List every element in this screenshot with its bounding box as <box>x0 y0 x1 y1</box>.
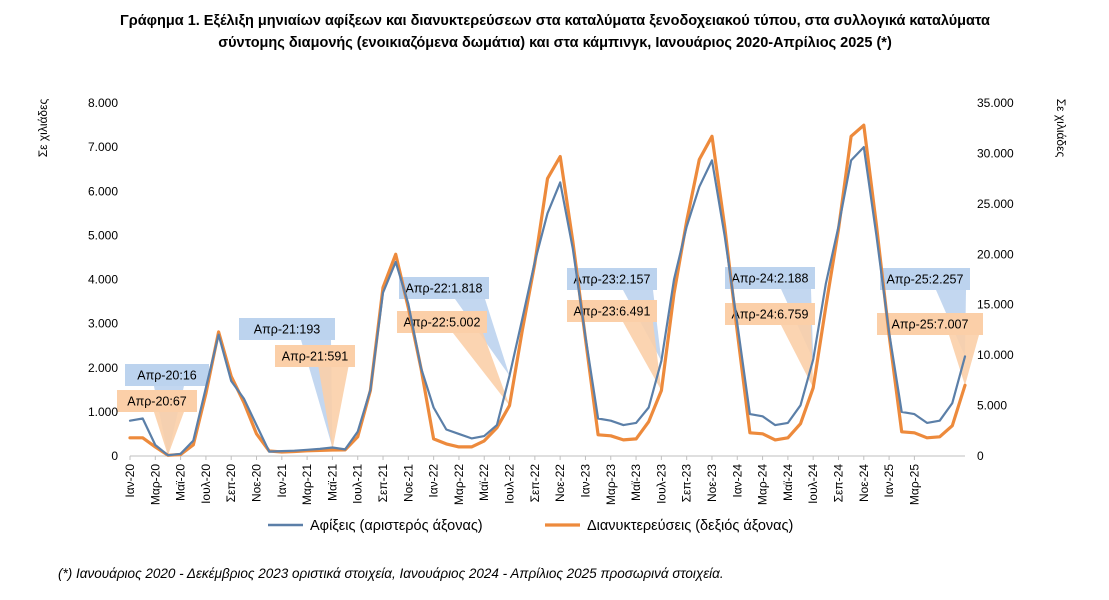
arrivals-callout-label: Απρ-20:16 <box>137 369 197 383</box>
arrivals-callout-box <box>725 267 815 289</box>
x-tick-label: Νοε-24 <box>857 464 871 502</box>
overnights-callout-box <box>877 313 983 335</box>
x-tick-label: Νοε-21 <box>401 464 415 502</box>
y-left-tick-label: 3.000 <box>88 317 118 331</box>
chart-title: Γράφημα 1. Εξέλιξη μηνιαίων αφίξεων και … <box>40 10 1070 54</box>
arrivals-callout-box <box>399 277 489 299</box>
arrivals-callout-box <box>567 268 657 290</box>
arrivals-callout-label: Απρ-22:1.818 <box>406 282 483 296</box>
y-right-axis-label: Σε χιλιάδες <box>1054 99 1068 158</box>
series-layer <box>128 123 967 457</box>
overnights-callout-pointer <box>781 325 814 388</box>
x-tick-label: Σεπ-21 <box>376 464 390 503</box>
x-tick-label: Νοε-22 <box>553 464 567 502</box>
x-tick-label: Σεπ-23 <box>680 464 694 503</box>
legend: Αφίξεις (αριστερός άξονας) Διανυκτερεύσει… <box>268 518 793 534</box>
axes-layer: 0 1.000 2.000 3.000 4.000 5.000 6.000 7.000 8.00… <box>36 96 1068 505</box>
arrivals-callout-label: Απρ-25:2.257 <box>887 273 964 287</box>
chart-title-line1: Γράφημα 1. Εξέλιξη μηνιαίων αφίξεων και … <box>120 13 990 29</box>
footnote: (*) Ιανουάριος 2020 - Δεκέμβριος 2023 ορ… <box>58 566 724 581</box>
arrivals-callout-box <box>125 364 209 386</box>
y-right-tick-label: 30.000 <box>977 146 1014 160</box>
overnights-callout-box <box>725 303 815 325</box>
x-tick-label: Ιουλ-20 <box>199 464 213 504</box>
overnights-callout-box <box>567 300 657 322</box>
y-right-tick-label: 20.000 <box>977 247 1014 261</box>
x-tick-label: Ιουλ-22 <box>503 464 517 504</box>
x-tick-label: Μαρ-20 <box>148 464 162 505</box>
overnights-callout-label: Απρ-23:6.491 <box>574 305 651 319</box>
x-tick-label: Μαϊ-24 <box>781 464 795 501</box>
x-tick-label: Ιαν-21 <box>275 464 289 498</box>
x-tick-label: Μαϊ-23 <box>629 464 643 501</box>
y-left-tick-label: 2.000 <box>88 361 118 375</box>
overnights-callout-pointer <box>153 412 184 456</box>
arrivals-callout-label: Απρ-24:2.188 <box>732 272 809 286</box>
y-left-axis-label: Σε χιλιάδες <box>36 99 50 158</box>
x-tick-label: Μαϊ-20 <box>174 464 188 501</box>
arrivals-callout-label: Απρ-23:2.157 <box>574 273 651 287</box>
overnights-callout-label: Απρ-24:6.759 <box>732 308 809 322</box>
y-right-tick-label: 10.000 <box>977 348 1014 362</box>
overnights-callout-label: Απρ-25:7.007 <box>892 318 969 332</box>
arrivals-callout-box <box>239 318 335 340</box>
y-left-tick-label: 7.000 <box>88 140 118 154</box>
y-left-tick-label: 8.000 <box>88 96 118 110</box>
x-tick-label: Ιαν-24 <box>730 464 744 498</box>
x-tick-label: Ιουλ-21 <box>351 464 365 504</box>
y-right-tick-label: 35.000 <box>977 96 1014 110</box>
x-tick-label: Ιαν-25 <box>882 464 896 498</box>
line-chart: Απρ-20:16 Απρ-21:193 Απρ-22:1.818 Απρ-23:2.… <box>36 96 1068 534</box>
overnights-callout-pointer <box>318 367 349 451</box>
y-left-tick-label: 1.000 <box>88 405 118 419</box>
arrivals-callout-pointer <box>455 299 510 376</box>
x-tick-label: Σεπ-20 <box>224 464 238 503</box>
overnights-callout-box <box>397 311 487 333</box>
arrivals-callout-box <box>880 268 970 290</box>
x-tick-label: Ιαν-20 <box>123 464 137 498</box>
x-tick-label: Μαρ-21 <box>300 464 314 505</box>
x-tick-label: Ιουλ-24 <box>806 464 820 504</box>
arrivals-callout-label: Απρ-21:193 <box>254 323 321 337</box>
y-right-tick-label: 15.000 <box>977 298 1014 312</box>
x-tick-label: Σεπ-24 <box>831 464 845 503</box>
x-tick-label: Ιουλ-23 <box>654 464 668 504</box>
x-tick-label: Μαϊ-22 <box>477 464 491 501</box>
y-right-tick-label: 0 <box>977 449 984 463</box>
x-tick-label: Ιαν-22 <box>427 464 441 498</box>
legend-label-arrivals: Αφίξεις (αριστερός άξονας) <box>310 518 483 534</box>
overnights-callout-label: Απρ-20:67 <box>127 395 187 409</box>
chart-title-line2: σύντομης διαμονής (ενοικιαζόμενα δωμάτια… <box>218 35 892 51</box>
overnights-callout-pointer <box>623 322 662 391</box>
legend-label-overnights: Διανυκτερεύσεις (δεξιός άξονας) <box>587 518 793 534</box>
x-tick-label: Μαρ-22 <box>452 464 466 505</box>
overnights-callout-box <box>275 345 355 367</box>
x-tick-label: Ιαν-23 <box>578 464 592 498</box>
x-tick-label: Νοε-23 <box>705 464 719 502</box>
overnights-callout-label: Απρ-21:591 <box>282 350 349 364</box>
x-tick-label: Νοε-20 <box>250 464 264 502</box>
overnights-callout-pointer <box>453 333 510 406</box>
y-left-tick-label: 4.000 <box>88 273 118 287</box>
overnights-callout-box <box>117 390 197 412</box>
series-line-overnights <box>128 123 967 457</box>
y-left-tick-label: 5.000 <box>88 228 118 242</box>
x-tick-label: Μαρ-25 <box>907 464 921 505</box>
y-right-tick-label: 25.000 <box>977 197 1014 211</box>
x-tick-label: Μαρ-24 <box>756 464 770 505</box>
x-tick-label: Σεπ-22 <box>528 464 542 503</box>
y-left-tick-label: 0 <box>111 449 118 463</box>
y-right-tick-label: 5.000 <box>977 399 1007 413</box>
y-left-tick-label: 6.000 <box>88 184 118 198</box>
overnights-callout-label: Απρ-22:5.002 <box>404 316 481 330</box>
series-line-arrivals <box>128 146 967 457</box>
x-tick-label: Μαϊ-21 <box>325 464 339 501</box>
callouts-layer: Απρ-20:16 Απρ-21:193 Απρ-22:1.818 Απρ-23:2.… <box>117 267 983 456</box>
x-tick-label: Μαρ-23 <box>604 464 618 505</box>
